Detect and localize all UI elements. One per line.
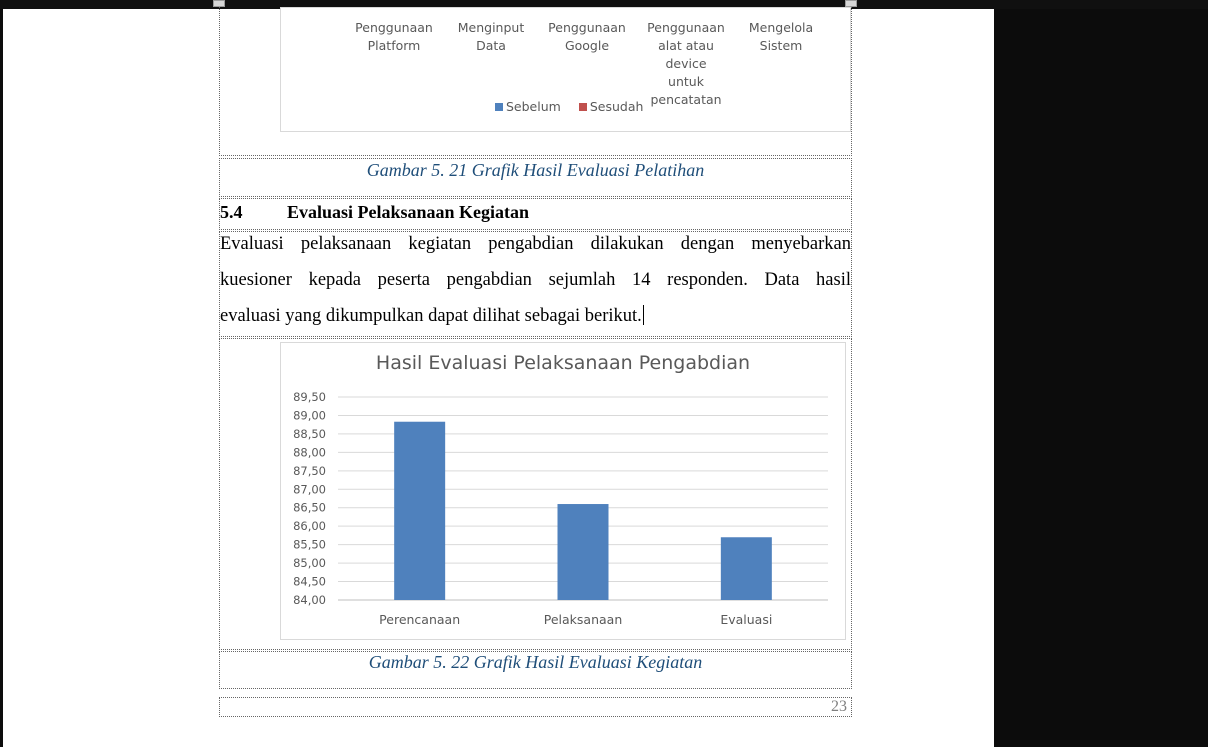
top-chart-category-line: pencatatan <box>650 92 722 107</box>
y-tick-label: 86,00 <box>293 519 326 533</box>
top-chart-category-line: Penggunaan <box>548 20 626 35</box>
y-tick-label: 85,00 <box>293 556 326 570</box>
ruler-bar <box>0 0 1208 9</box>
footer-frame[interactable] <box>219 697 852 717</box>
ruler-right-marker[interactable] <box>845 0 857 7</box>
ruler-left-marker[interactable] <box>213 0 225 7</box>
paragraph-line-3: evaluasi yang dikumpulkan dapat dilihat … <box>220 305 851 327</box>
y-tick-label: 88,00 <box>293 445 326 459</box>
y-tick-label: 88,50 <box>293 427 326 441</box>
bar-chart-svg: 84,00 84,50 85,00 85,50 86,00 86,50 87,00 87,50… <box>293 390 828 627</box>
top-chart-category-line: Platform <box>367 38 421 53</box>
top-chart-text-frame <box>219 7 852 156</box>
chart-frame-outer[interactable] <box>219 338 852 650</box>
top-chart-category-line: Penggunaan <box>647 20 725 35</box>
y-tick-label: 87,00 <box>293 482 326 496</box>
bar-perencanaan <box>394 421 446 600</box>
page-number: 23 <box>831 698 847 715</box>
chart-title: Hasil Evaluasi Pelaksanaan Pengabdian <box>375 352 751 374</box>
top-chart-category-line: untuk <box>668 74 704 89</box>
top-chart-category-line: Menginput <box>457 20 525 35</box>
paragraph-line-2: kuesioner kepada peserta pengabdian seju… <box>220 270 851 290</box>
text-cursor <box>642 305 644 325</box>
legend-label-sesudah: Sesudah <box>589 99 644 114</box>
y-tick-label: 84,00 <box>293 593 326 607</box>
paragraph-frame[interactable] <box>219 231 852 337</box>
legend-label-sebelum: Sebelum <box>506 99 561 114</box>
document-page: Penggunaan Platform Menginput Data Penggunaa… <box>3 7 994 747</box>
caption-2-frame[interactable] <box>219 651 852 689</box>
top-chart-category-line: Google <box>564 38 610 53</box>
legend-swatch-sebelum <box>495 102 503 111</box>
top-chart-category-line: Mengelola <box>748 20 814 35</box>
x-category-label: Pelaksanaan <box>544 612 623 627</box>
top-chart-category-line: Penggunaan <box>355 20 433 35</box>
top-chart-category-label: Penggunaan Platform <box>346 19 442 55</box>
top-chart-category-label: Mengelola Sistem <box>733 19 829 55</box>
caption-1-frame[interactable] <box>219 158 852 197</box>
bar-pelaksanaan <box>557 504 609 600</box>
x-category-label: Evaluasi <box>720 612 772 627</box>
top-chart-category-label: Menginput Data <box>443 19 539 55</box>
section-number: 5.4 <box>220 202 243 222</box>
legend-swatch-sesudah <box>578 102 587 111</box>
y-tick-label: 87,50 <box>293 464 326 478</box>
y-tick-label: 86,50 <box>293 501 326 515</box>
top-chart-frame <box>280 7 851 132</box>
top-chart-legend: Sebelum Sesudah <box>495 99 643 114</box>
top-chart-category-line: alat atau device <box>658 38 714 71</box>
paragraph-line-3-text: evaluasi yang dikumpulkan dapat dilihat … <box>220 306 642 326</box>
y-tick-label: 84,50 <box>293 575 326 589</box>
section-title: Evaluasi Pelaksanaan Kegiatan <box>287 202 530 222</box>
figure-caption-2: Gambar 5. 22 Grafik Hasil Evaluasi Kegia… <box>368 652 703 672</box>
bar-evaluasi <box>720 537 772 600</box>
figure-caption-1: Gambar 5. 21 Grafik Hasil Evaluasi Pelat… <box>366 160 705 180</box>
top-chart-category-label: Penggunaan alat atau device untuk pencatata… <box>638 19 734 109</box>
y-tick-label: 85,50 <box>293 538 326 552</box>
top-chart-category-line: Data <box>476 38 506 53</box>
y-tick-label: 89,00 <box>293 408 326 422</box>
x-category-label: Perencanaan <box>379 612 460 627</box>
top-chart-category-label: Penggunaan Google <box>539 19 635 55</box>
y-tick-label: 89,50 <box>293 390 326 404</box>
top-chart-category-line: Sistem <box>759 38 803 53</box>
paragraph-line-1: Evaluasi pelaksanaan kegiatan pengabdian… <box>220 234 851 254</box>
heading-frame[interactable] <box>219 198 852 230</box>
